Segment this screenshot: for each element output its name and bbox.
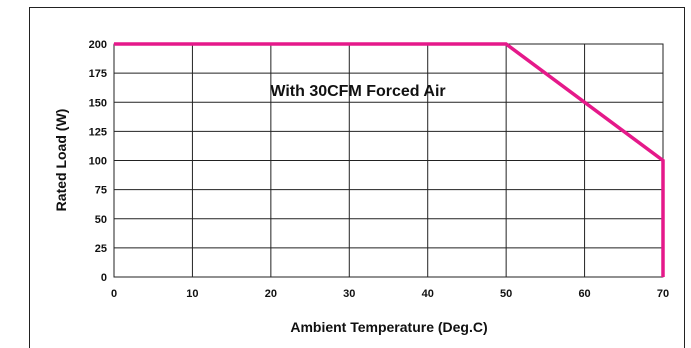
derating-curve-0 [114, 42, 665, 277]
x-axis-title: Ambient Temperature (Deg.C) [290, 319, 487, 335]
y-tick-label-150: 150 [89, 97, 107, 109]
series-layer [113, 42, 665, 278]
x-tick-label-50: 50 [500, 288, 512, 300]
x-tick-label-40: 40 [422, 288, 434, 300]
chart-frame [29, 7, 685, 348]
y-tick-label-175: 175 [89, 68, 107, 80]
x-tick-label-30: 30 [343, 288, 355, 300]
grid [113, 43, 664, 278]
y-tick-label-75: 75 [95, 185, 107, 197]
x-tick-label-0: 0 [111, 288, 117, 300]
y-tick-label-100: 100 [89, 156, 107, 168]
y-tick-label-50: 50 [95, 214, 107, 226]
y-tick-label-0: 0 [101, 272, 107, 284]
y-tick-label-25: 25 [95, 243, 107, 255]
data-point-0-2 [662, 160, 664, 161]
data-point-0-3 [662, 276, 664, 278]
y-tick-label-200: 200 [89, 39, 107, 51]
y-tick-label-125: 125 [89, 126, 107, 138]
tick-labels: 0 25 50 75 100 125 150 175 200 0 10 20 30 40 50 60 70 [89, 39, 669, 300]
chart-annotation: With 30CFM Forced Air [270, 83, 445, 100]
x-tick-label-60: 60 [578, 288, 590, 300]
data-point-0-1 [505, 43, 507, 45]
y-axis-title: Rated Load (W) [53, 109, 69, 212]
x-tick-label-10: 10 [186, 288, 198, 300]
data-point-0-0 [113, 43, 115, 45]
x-tick-label-70: 70 [657, 288, 669, 300]
x-tick-label-20: 20 [265, 288, 277, 300]
